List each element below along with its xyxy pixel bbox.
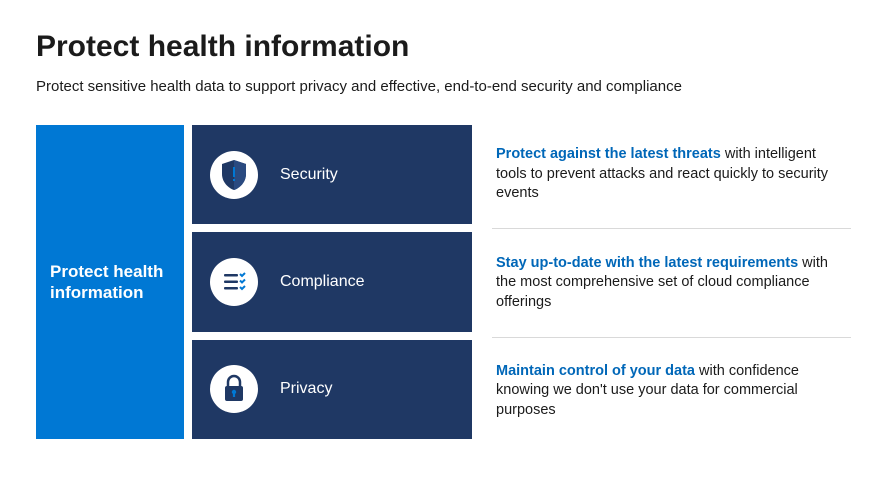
tile-compliance: Compliance <box>192 232 472 331</box>
checklist-icon <box>210 258 258 306</box>
description-lead: Maintain control of your data <box>496 363 695 379</box>
slide: Protect health information Protect sensi… <box>0 0 887 461</box>
lock-icon <box>210 365 258 413</box>
description-privacy: Maintain control of your data with confi… <box>492 342 851 441</box>
description-compliance: Stay up-to-date with the latest requirem… <box>492 233 851 332</box>
page-subtitle: Protect sensitive health data to support… <box>36 78 851 95</box>
divider <box>492 337 851 338</box>
tile-privacy: Privacy <box>192 340 472 439</box>
category-block-label: Protect health information <box>50 261 170 304</box>
divider <box>492 228 851 229</box>
description-security: Protect against the latest threats with … <box>492 125 851 224</box>
tile-label: Compliance <box>280 273 364 291</box>
description-column: Protect against the latest threats with … <box>480 125 851 441</box>
content-grid: Protect health information Security <box>36 125 851 441</box>
shield-icon <box>210 151 258 199</box>
description-lead: Protect against the latest threats <box>496 146 721 162</box>
category-block: Protect health information <box>36 125 184 439</box>
tile-column: Security Compliance <box>192 125 472 441</box>
tile-label: Privacy <box>280 380 332 398</box>
tile-security: Security <box>192 125 472 224</box>
tile-label: Security <box>280 166 338 184</box>
description-lead: Stay up-to-date with the latest requirem… <box>496 255 798 271</box>
page-title: Protect health information <box>36 30 851 64</box>
